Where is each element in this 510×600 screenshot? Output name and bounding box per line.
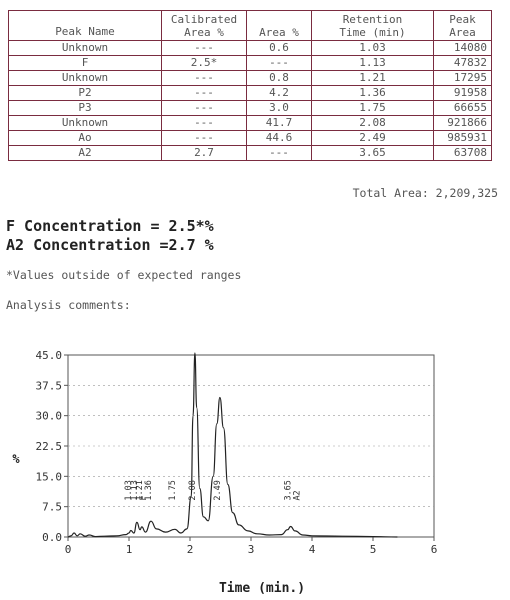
peak-label: 1.13 [130, 480, 140, 500]
peak-label: 1.03 [124, 480, 134, 500]
x-tick-label: 0 [65, 543, 72, 556]
x-tick-label: 1 [126, 543, 133, 556]
peak-label: 1.75 [168, 480, 178, 500]
peak-label: 1.21 [135, 480, 145, 500]
total-area: Total Area: 2,209,325 [352, 186, 498, 200]
y-axis-label: % [12, 452, 20, 466]
series-line [67, 352, 398, 538]
peak-table: Peak Name Calibrated Area % Area % Retent… [8, 10, 492, 161]
y-tick-label: 37.5 [36, 379, 63, 392]
col-retention-time: Retention Time (min) [311, 10, 434, 41]
x-tick-label: 3 [248, 543, 255, 556]
y-tick-label: 7.5 [42, 501, 62, 514]
table-row: Unknown --- 0.8 1.21 17295 [8, 70, 492, 86]
values-note: *Values outside of expected ranges [6, 268, 242, 282]
x-tick-label: 4 [309, 543, 316, 556]
y-tick-label: 22.5 [36, 440, 63, 453]
peak-label: 3.65 [284, 480, 294, 500]
col-peak-name: Peak Name [8, 10, 162, 41]
peak-label: A2 [293, 490, 303, 500]
peak-label: F [139, 495, 149, 500]
y-tick-label: 0.0 [42, 531, 62, 544]
a2-concentration: A2 Concentration =2.7 % [6, 236, 214, 254]
chart-axes: 0.0 7.5 15.0 22.5 30.0 37.5 45.0 0 1 2 3 4 5 6 [36, 349, 438, 556]
chromatogram-chart: 0.07.515.022.530.037.545.00 1 2 3 4 5 6 1.031.… [12, 349, 438, 596]
table-row: P2 --- 4.2 1.36 91958 [8, 85, 492, 101]
table-row: F 2.5* --- 1.13 47832 [8, 55, 492, 71]
peak-label: 2.49 [213, 480, 223, 500]
table-row: Ao --- 44.6 2.49 985931 [8, 130, 492, 146]
col-peak-area: Peak Area [433, 10, 492, 41]
y-tick-label: 30.0 [36, 410, 63, 423]
x-axis-label: Time (min.) [219, 581, 305, 596]
table-row: A2 2.7 --- 3.65 63708 [8, 145, 492, 161]
table-row: P3 --- 3.0 1.75 66655 [8, 100, 492, 116]
x-tick-label: 5 [370, 543, 377, 556]
x-tick-label: 6 [431, 543, 438, 556]
peak-label: 2.08 [188, 480, 198, 500]
y-tick-label: 15.0 [36, 470, 63, 483]
table-row: Unknown --- 0.6 1.03 14080 [8, 40, 492, 56]
y-tick-label: 45.0 [36, 349, 63, 362]
analysis-comments-label: Analysis comments: [6, 298, 131, 312]
col-calibrated-area: Calibrated Area % [161, 10, 247, 41]
x-tick-label: 2 [187, 543, 194, 556]
col-area-pct: Area % [246, 10, 312, 41]
peak-label: 1.36 [144, 480, 154, 500]
table-header-row: Peak Name Calibrated Area % Area % Retent… [8, 10, 492, 41]
chart-marks: 1.031.13 F1.21 1.36 1.75 2.08 2.49 3.65 A2 [67, 352, 398, 538]
table-row: Unknown --- 41.7 2.08 921866 [8, 115, 492, 131]
f-concentration: F Concentration = 2.5*% [6, 217, 214, 235]
